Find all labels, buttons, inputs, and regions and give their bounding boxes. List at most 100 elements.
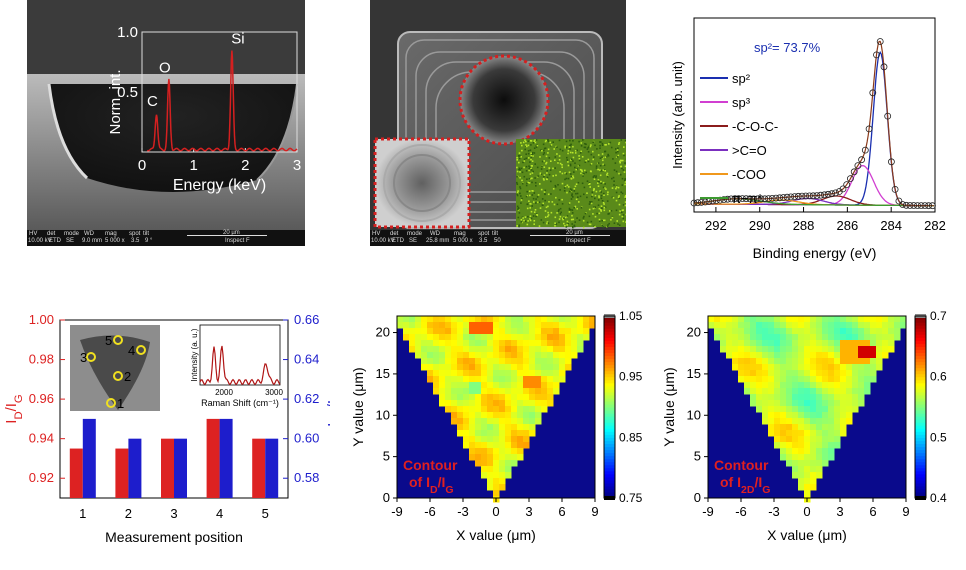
contour-cell	[822, 322, 829, 329]
eds-map-pixel	[564, 216, 567, 219]
xps-data-point	[914, 202, 921, 210]
eds-map-pixel	[597, 199, 600, 201]
contour-cell	[786, 334, 793, 341]
contour-cell	[529, 370, 536, 377]
contour-cell	[439, 364, 446, 371]
eds-map-pixel	[521, 179, 523, 182]
eds-map-pixel	[576, 208, 578, 210]
contour-cell	[457, 328, 464, 335]
contour-cell	[738, 346, 745, 353]
contour-cell	[816, 442, 823, 449]
contour-cell	[798, 382, 805, 389]
eds-map-pixel	[526, 203, 529, 205]
contour-cell	[834, 352, 841, 359]
colorbar-cell	[604, 428, 615, 432]
contour-cell	[798, 448, 805, 455]
eds-map-pixel	[599, 174, 602, 177]
eds-map-pixel	[612, 176, 615, 179]
contour-cell	[744, 316, 751, 323]
contour-cell	[523, 442, 530, 449]
contour-cell	[756, 376, 763, 383]
contour-cell	[756, 334, 763, 341]
xps-data-point	[839, 185, 847, 193]
colorbar-cell	[915, 367, 926, 372]
eds-map-pixel	[524, 139, 526, 141]
contour-cell	[738, 316, 745, 323]
eds-map-pixel	[556, 212, 558, 214]
contour-cell	[421, 340, 428, 347]
contour-cell	[864, 382, 871, 389]
contour-cell	[511, 364, 518, 371]
eds-map-pixel	[597, 182, 599, 184]
xps-data-point	[746, 195, 754, 203]
eds-map-pixel	[553, 148, 555, 150]
xps-data-point	[876, 38, 884, 45]
contour-cell	[798, 316, 805, 323]
contour-cell	[505, 442, 512, 449]
contour-cell	[559, 322, 566, 329]
contour-cell	[810, 382, 817, 389]
contour-cell	[511, 316, 518, 323]
contour-cell	[876, 364, 883, 371]
eds-map-pixel	[535, 215, 537, 218]
contour-cell	[493, 376, 500, 383]
colorbar-cell	[915, 361, 926, 366]
contour-cell	[481, 406, 488, 413]
eds-map-pixel	[553, 203, 556, 206]
contour-cell	[469, 448, 476, 455]
eds-map-pixel	[624, 201, 626, 203]
contour-cell	[852, 358, 859, 365]
eds-map-pixel	[612, 158, 614, 160]
contour-cell	[816, 328, 823, 335]
contour-cell	[523, 388, 530, 395]
contour-cell	[463, 418, 470, 425]
xps-data-point	[761, 195, 769, 203]
inset-photo-marker	[136, 345, 146, 355]
eds-map-pixel	[546, 170, 548, 172]
contour-cell	[577, 340, 584, 347]
contour-cell	[876, 328, 883, 335]
colorbar-cell	[915, 343, 926, 347]
bar-xtick-label: 3	[170, 506, 177, 521]
contour-cell	[451, 316, 458, 323]
colorbar-cell	[604, 491, 615, 496]
contour-cell	[481, 454, 488, 461]
contour-cell	[553, 370, 560, 377]
eds-map-pixel	[585, 171, 587, 174]
contour-cell	[804, 352, 811, 359]
colorbar-tick-label: 0.6	[930, 370, 947, 384]
contour-cell	[768, 364, 775, 371]
eds-map-pixel	[540, 173, 543, 175]
eds-map-pixel	[568, 202, 571, 204]
eds-map-pixel	[555, 174, 557, 177]
eds-map-pixel	[566, 156, 568, 159]
raman-ratio-bar-chart: 0.920.940.960.981.000.580.600.620.640.66…	[3, 312, 330, 545]
contour-cell	[900, 316, 907, 323]
eds-map-pixel	[574, 162, 576, 164]
contour-cell	[858, 340, 865, 347]
contour-cell	[529, 424, 536, 431]
contour-cell	[828, 448, 835, 455]
contour-cell	[738, 322, 745, 329]
contour-cell	[463, 430, 470, 437]
contour-cell	[822, 460, 829, 467]
contour-cell	[475, 340, 482, 347]
contour-cell	[780, 418, 787, 425]
contour-cell	[864, 340, 871, 347]
contour-cell	[852, 394, 859, 401]
eds-map-pixel	[619, 160, 621, 163]
eds-map-pixel	[613, 184, 615, 186]
eds-map-pixel	[549, 169, 552, 171]
colorbar-cell	[915, 443, 926, 448]
contour-cell	[744, 328, 751, 335]
bar-i2dig	[174, 438, 187, 498]
eds-map-pixel	[567, 150, 570, 152]
contour-cell	[810, 358, 817, 365]
contour-cell	[786, 424, 793, 431]
contour-cell	[469, 388, 476, 395]
text-part: of I	[409, 474, 430, 490]
contour-cell	[768, 412, 775, 419]
eds-map-pixel	[546, 172, 548, 174]
eds-map-pixel	[602, 156, 604, 159]
